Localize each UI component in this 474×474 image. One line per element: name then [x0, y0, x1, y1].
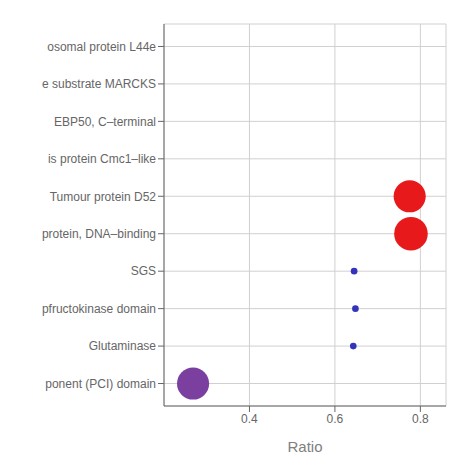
svg-text:SGS: SGS [131, 264, 156, 278]
svg-text:Tumour protein D52: Tumour protein D52 [50, 190, 157, 204]
svg-text:pfructokinase domain: pfructokinase domain [42, 302, 156, 316]
svg-text:0.4: 0.4 [241, 412, 258, 426]
svg-text:osomal protein L44e: osomal protein L44e [47, 40, 156, 54]
svg-text:0.6: 0.6 [327, 412, 344, 426]
svg-text:e substrate MARCKS: e substrate MARCKS [42, 77, 156, 91]
svg-text:is protein Cmc1–like: is protein Cmc1–like [48, 152, 156, 166]
svg-text:EBP50, C–terminal: EBP50, C–terminal [54, 115, 156, 129]
svg-text:0.8: 0.8 [412, 412, 429, 426]
svg-text:Glutaminase: Glutaminase [89, 339, 157, 353]
svg-text:Ratio: Ratio [287, 438, 322, 455]
svg-text:ponent (PCI) domain: ponent (PCI) domain [45, 377, 156, 391]
svg-text:protein, DNA–binding: protein, DNA–binding [42, 227, 156, 241]
